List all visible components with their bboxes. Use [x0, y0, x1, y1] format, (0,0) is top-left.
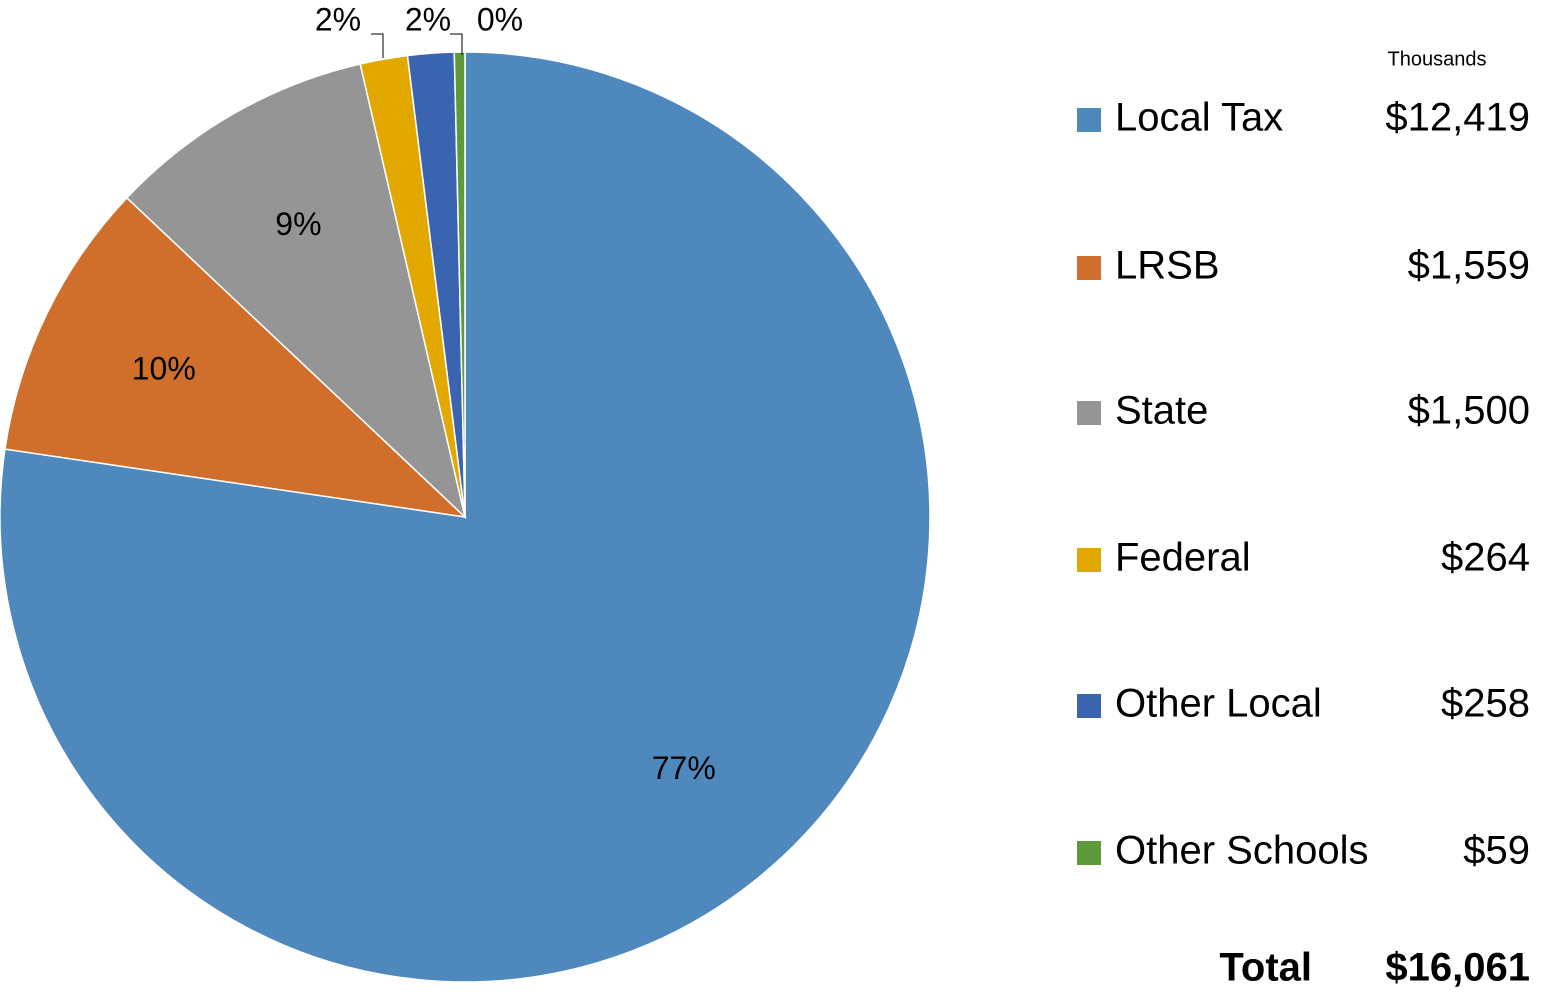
legend-swatch — [1077, 694, 1101, 718]
legend-swatch — [1077, 256, 1101, 280]
legend-value: $264 — [1441, 536, 1530, 580]
pie-label: 9% — [275, 206, 321, 242]
pie-slice — [4, 196, 468, 519]
legend-label: State — [1115, 389, 1208, 433]
pie-label: 10% — [132, 350, 196, 386]
units-note: Thousands — [1388, 48, 1487, 70]
leader-line — [371, 33, 384, 58]
legend-value: $1,500 — [1408, 389, 1530, 433]
legend-label: Other Schools — [1115, 829, 1368, 873]
legend-value: $12,419 — [1385, 96, 1530, 140]
legend-value: $1,559 — [1408, 244, 1530, 288]
legend-label: Other Local — [1115, 682, 1322, 726]
total-label: Total — [1219, 946, 1312, 990]
pie-slice — [0, 51, 931, 983]
pie-label: 2% — [405, 1, 451, 37]
total-value: $16,061 — [1385, 946, 1530, 990]
legend-swatch — [1077, 548, 1101, 572]
leader-line — [450, 33, 463, 55]
pie-label: 77% — [652, 750, 716, 786]
legend-swatch — [1077, 841, 1101, 865]
legend-swatch — [1077, 108, 1101, 132]
legend-swatch — [1077, 401, 1101, 425]
legend-label: LRSB — [1115, 244, 1220, 288]
legend-label: Local Tax — [1115, 96, 1283, 140]
legend-value: $258 — [1441, 682, 1530, 726]
pie-label: 0% — [477, 1, 523, 37]
legend-label: Federal — [1115, 536, 1251, 580]
pie-slice — [453, 51, 466, 518]
pie-label: 2% — [315, 1, 361, 37]
legend-value: $59 — [1463, 829, 1530, 873]
pie-slice — [125, 63, 467, 520]
